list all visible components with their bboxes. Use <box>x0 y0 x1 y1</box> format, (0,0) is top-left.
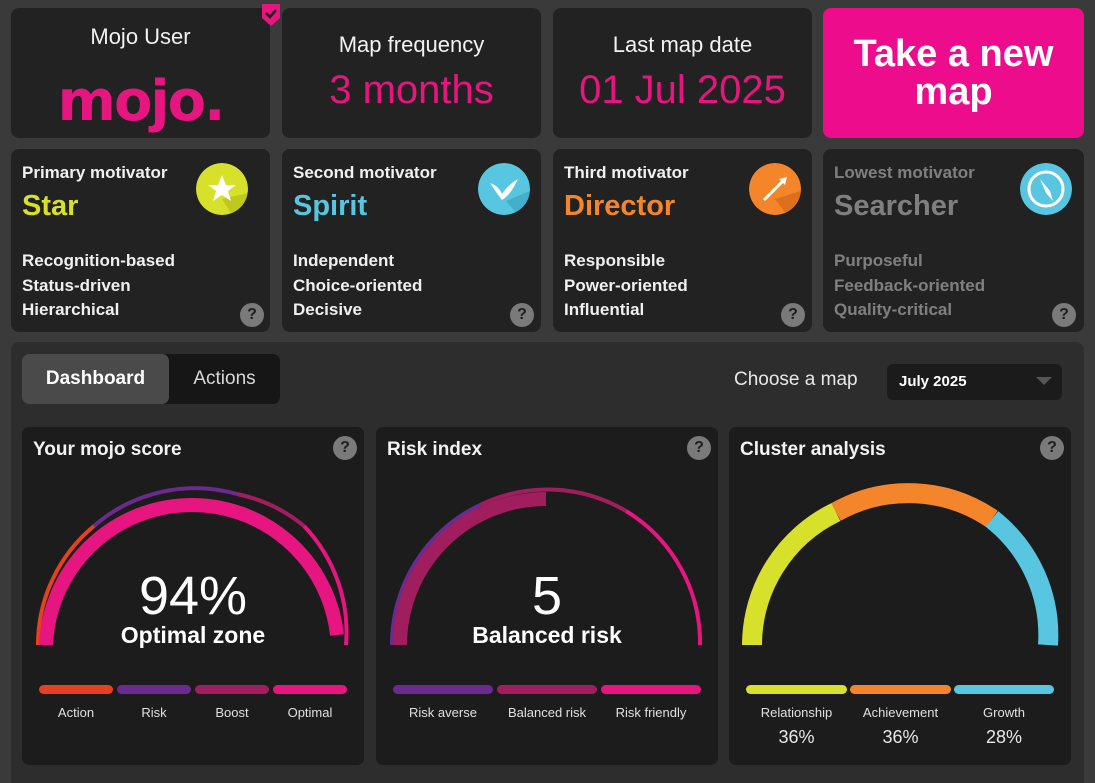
take-new-map-button[interactable]: Take a new map <box>823 8 1084 138</box>
arrow-icon <box>749 163 801 215</box>
help-icon[interactable]: ? <box>240 303 264 327</box>
motivator-traits: Purposeful Feedback-oriented Quality-cri… <box>834 249 985 323</box>
motivator-trait: Independent <box>293 251 395 270</box>
motivator-name: Spirit <box>293 190 368 222</box>
cluster-analysis-gauge <box>742 483 1059 646</box>
last-map-value: 01 Jul 2025 <box>579 68 786 112</box>
bird-icon <box>478 163 530 215</box>
segment-label: Balanced risk <box>507 705 587 720</box>
choose-map-label: Choose a map <box>734 369 858 390</box>
tab-bar: Dashboard Actions <box>22 354 280 404</box>
motivator-name: Searcher <box>834 190 959 222</box>
segment-risk <box>117 685 191 694</box>
motivator-trait: Status-driven <box>22 275 131 295</box>
help-icon[interactable]: ? <box>510 303 534 327</box>
verified-badge-icon <box>262 4 280 26</box>
mojo-logo: mojo. <box>57 69 226 134</box>
segment-label: Risk friendly <box>615 705 687 720</box>
motivator-traits: Independent Choice-oriented Decisive <box>293 249 422 323</box>
help-icon[interactable]: ? <box>1052 303 1076 327</box>
dashboard-panel: Dashboard Actions Choose a map July 2025… <box>11 342 1084 783</box>
segment-balanced-risk <box>497 685 597 694</box>
motivator-trait: Recognition-based <box>22 251 176 270</box>
motivator-card-primary: Primary motivator Star Recognition-based… <box>11 149 270 332</box>
mojo-score-zone: Optimal zone <box>120 622 266 648</box>
compass-icon <box>1020 163 1072 215</box>
help-icon[interactable]: ? <box>1040 436 1064 460</box>
motivator-label: Third motivator <box>564 163 689 182</box>
help-icon[interactable]: ? <box>687 436 711 460</box>
segment-optimal <box>273 685 347 694</box>
motivator-trait: Power-oriented <box>564 275 688 295</box>
map-select[interactable]: July 2025 <box>887 364 1062 400</box>
segment-label: Action <box>57 705 95 720</box>
help-icon[interactable]: ? <box>781 303 805 327</box>
motivator-trait: Feedback-oriented <box>834 275 986 295</box>
user-name: Mojo User <box>90 24 191 49</box>
motivator-card-second: Second motivator Spirit Independent Choi… <box>282 149 541 332</box>
motivator-trait: Quality-critical <box>834 300 953 319</box>
tab-actions[interactable]: Actions <box>193 368 256 389</box>
motivator-label: Primary motivator <box>22 163 168 182</box>
risk-index-value: 5 <box>531 566 563 626</box>
segment-label: Risk <box>141 705 167 720</box>
segment-action <box>39 685 113 694</box>
motivator-name: Director <box>564 190 676 222</box>
segment-label: Boost <box>215 705 249 720</box>
segment-growth <box>954 685 1054 694</box>
motivator-traits: Recognition-based Status-driven Hierarch… <box>22 249 175 323</box>
segment-label: Relationship <box>760 705 833 720</box>
segment-label: Risk averse <box>409 705 477 720</box>
motivator-trait: Responsible <box>564 251 666 270</box>
segment-risk-friendly <box>601 685 701 694</box>
motivator-trait: Decisive <box>293 300 362 319</box>
cluster-analysis-title: Cluster analysis <box>740 439 886 460</box>
take-new-map-label: Take a new map <box>853 33 1054 113</box>
segment-label: Optimal <box>287 705 333 720</box>
motivator-name: Star <box>22 190 79 222</box>
motivator-label: Second motivator <box>293 163 437 182</box>
frequency-card: Map frequency 3 months <box>282 8 541 138</box>
segment-risk-averse <box>393 685 493 694</box>
star-icon <box>196 163 248 215</box>
mojo-score-gauge <box>35 486 349 646</box>
motivator-traits: Responsible Power-oriented Influential <box>564 249 688 323</box>
mojo-score-value: 94% <box>138 566 248 626</box>
motivator-card-lowest: Lowest motivator Searcher Purposeful Fee… <box>823 149 1084 332</box>
frequency-title: Map frequency <box>338 32 485 57</box>
segment-percent: 36% <box>778 727 815 747</box>
risk-index-label: Balanced risk <box>472 622 622 648</box>
segment-achievement <box>850 685 951 694</box>
motivator-trait: Hierarchical <box>22 300 120 319</box>
risk-index-title: Risk index <box>387 439 483 460</box>
last-map-card: Last map date 01 Jul 2025 <box>553 8 812 138</box>
risk-index-gauge <box>389 487 703 646</box>
segment-percent: 36% <box>882 727 919 747</box>
segment-relationship <box>746 685 847 694</box>
risk-index-card: Risk index ? 5 Balanced risk Risk averse… <box>376 427 718 765</box>
cluster-analysis-card: Cluster analysis ? Relationship Achievem… <box>729 427 1071 765</box>
segment-label: Growth <box>983 705 1025 720</box>
motivator-trait: Purposeful <box>834 251 923 270</box>
tab-dashboard[interactable]: Dashboard <box>22 354 169 404</box>
frequency-value: 3 months <box>329 68 494 112</box>
motivator-trait: Choice-oriented <box>293 275 423 295</box>
chevron-down-icon <box>1036 377 1052 385</box>
help-icon[interactable]: ? <box>333 436 357 460</box>
last-map-title: Last map date <box>612 32 753 57</box>
motivator-card-third: Third motivator Director Responsible Pow… <box>553 149 812 332</box>
segment-percent: 28% <box>985 727 1023 747</box>
motivator-label: Lowest motivator <box>834 163 975 182</box>
segment-boost <box>195 685 269 694</box>
segment-label: Achievement <box>862 705 939 720</box>
user-card: Mojo User mojo. <box>11 4 280 138</box>
map-select-value: July 2025 <box>899 373 967 390</box>
mojo-score-card: Your mojo score ? 94% Optimal zone Actio… <box>22 427 364 765</box>
mojo-score-title: Your mojo score <box>33 439 182 460</box>
motivator-trait: Influential <box>564 300 645 319</box>
